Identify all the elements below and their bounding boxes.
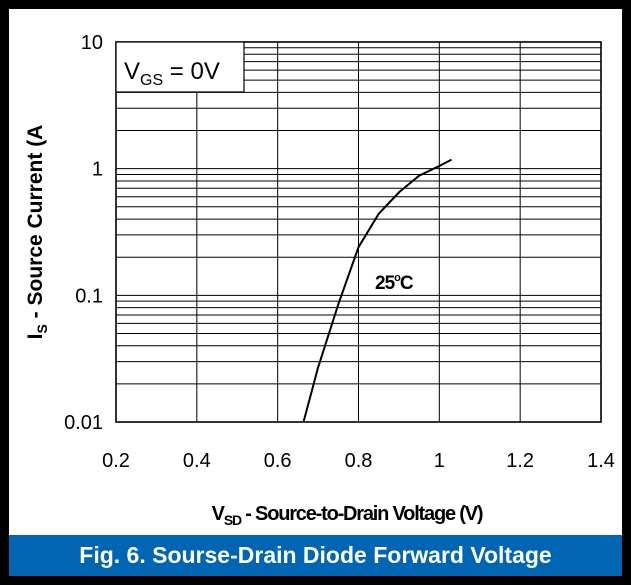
x-axis-label-main: V <box>212 503 226 525</box>
y-tick-label: 1 <box>92 159 103 181</box>
x-tick-label: 0.6 <box>264 450 292 472</box>
y-axis-label-main: I <box>24 334 47 340</box>
x-axis-label: VSD - Source-to-Drain Voltage (V) <box>212 503 483 528</box>
x-axis-label-rest: - Source-to-Drain Voltage (V) <box>241 503 483 525</box>
condition-sub: GS <box>140 72 163 89</box>
series-label-rest: C <box>400 273 414 294</box>
x-tick-label: 0.4 <box>183 450 211 472</box>
y-axis-label: IS - Source Current (A <box>24 125 50 340</box>
x-tick-label: 1.4 <box>587 450 615 472</box>
figure-caption: Fig. 6. Sourse-Drain Diode Forward Volta… <box>79 542 552 568</box>
y-tick-label: 0.1 <box>75 285 103 307</box>
condition-main: V <box>124 58 140 85</box>
y-axis-label-sub: S <box>34 324 50 333</box>
series <box>302 158 452 423</box>
x-tick-label: 1 <box>434 450 445 472</box>
x-axis-label-sub: SD <box>224 512 242 528</box>
y-tick-label: 10 <box>81 32 103 54</box>
y-tick-label: 0.01 <box>64 412 103 434</box>
x-tick-label: 0.8 <box>345 450 373 472</box>
series-line-25c <box>302 158 452 423</box>
x-tick-label: 1.2 <box>506 450 534 472</box>
condition-label: VGS = 0V <box>124 58 220 89</box>
condition-rest: = 0V <box>163 58 220 85</box>
x-tick-label: 0.2 <box>102 450 130 472</box>
caption-background <box>9 535 622 576</box>
series-label: 25oC <box>375 272 414 294</box>
series-label-main: 25 <box>375 273 396 294</box>
y-axis-label-rest: - Source Current (A <box>24 125 47 325</box>
plot-area <box>115 41 602 423</box>
series-label-sup: o <box>394 272 401 284</box>
tick-labels: 0.2 0.4 0.6 0.8 1 1.2 1.4 0.01 0.1 1 10 <box>64 32 615 472</box>
grid <box>116 42 601 422</box>
condition-box <box>115 41 245 93</box>
